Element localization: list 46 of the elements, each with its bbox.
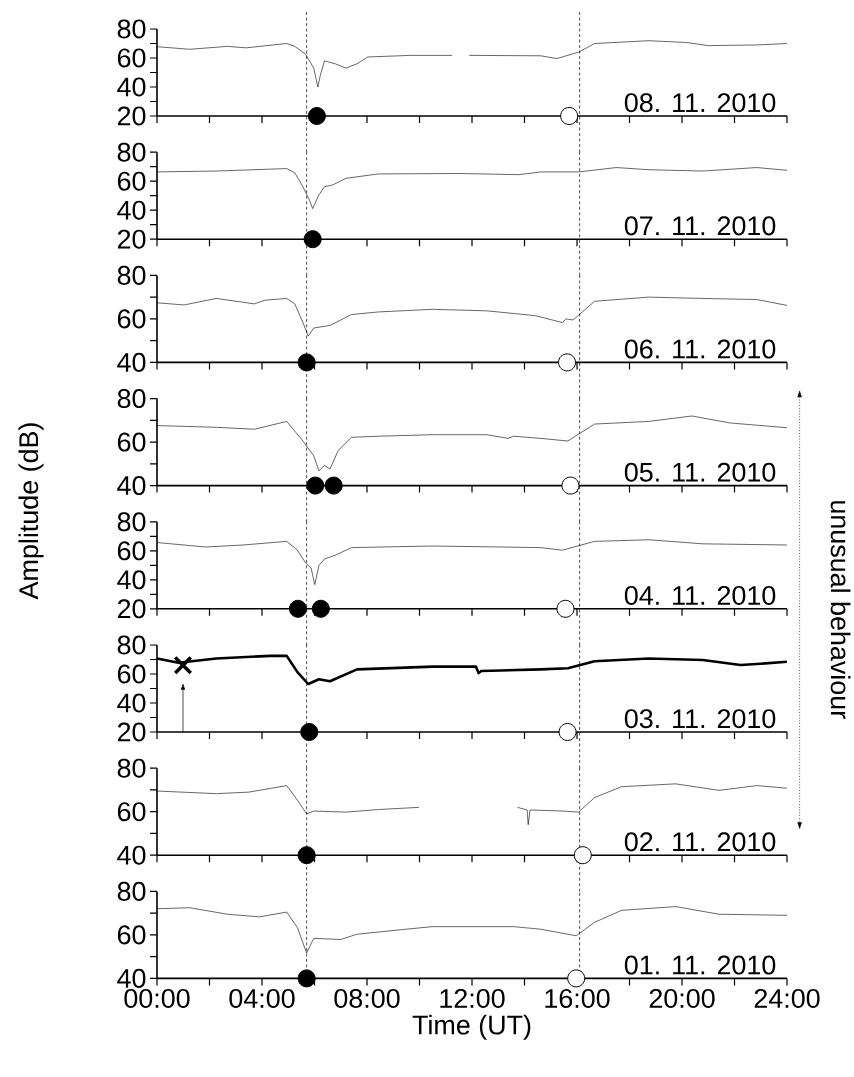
- x-tick-label: 08:00: [334, 988, 400, 1008]
- y-tick-label: 80: [117, 265, 146, 285]
- y-tick-label: 60: [118, 664, 146, 684]
- y-tick-label: 20: [118, 229, 146, 249]
- y-tick-label: 20: [118, 106, 146, 126]
- y-tick-label: 80: [117, 389, 146, 409]
- annotation: 05. 11. 2010: [624, 462, 776, 482]
- x-tick-label: 20:00: [649, 988, 715, 1008]
- y-tick-label: 80: [117, 758, 146, 778]
- y-tick-label: 80: [117, 881, 146, 901]
- y-tick-label: 40: [117, 352, 146, 372]
- y-tick-label: 60: [118, 802, 146, 822]
- y-tick-label: 60: [118, 309, 146, 329]
- y-tick-label: 40: [117, 968, 146, 988]
- annotation: 08. 11. 2010: [624, 93, 776, 113]
- y-tick-label: 20: [118, 722, 146, 742]
- y-tick-label: 80: [117, 19, 146, 39]
- y-tick-label: 40: [117, 845, 146, 865]
- annotation: 02. 11. 2010: [624, 832, 776, 852]
- x-tick-label: 12:00: [440, 988, 505, 1008]
- annotation: 07. 11. 2010: [624, 216, 776, 236]
- y-tick-label: 40: [117, 77, 146, 97]
- y-tick-label: 40: [117, 570, 146, 590]
- y-tick-label: 80: [117, 512, 146, 532]
- x-tick-label: 16:00: [545, 988, 610, 1008]
- y-tick-label: 60: [118, 48, 146, 68]
- y-tick-label: 80: [117, 635, 146, 655]
- y-tick-label: 60: [118, 925, 146, 945]
- annotation: 04. 11. 2010: [624, 585, 776, 605]
- annotation: 06. 11. 2010: [624, 339, 776, 359]
- x-tick-label: 24:00: [754, 988, 820, 1008]
- y-tick-label: 40: [117, 476, 146, 496]
- x-tick-label: 00:00: [124, 988, 190, 1008]
- annotation: 03. 11. 2010: [624, 709, 776, 729]
- text: unusual behaviour: [830, 501, 851, 719]
- y-tick-label: 20: [118, 599, 146, 619]
- annotation: 01. 11. 2010: [624, 955, 776, 975]
- x-tick-label: 04:00: [229, 988, 295, 1008]
- x-axis-title: Time (UT): [412, 1014, 531, 1040]
- y-tick-label: 60: [118, 541, 146, 561]
- y-axis-title: Amplitude (dB): [18, 423, 44, 600]
- y-tick-label: 40: [117, 200, 146, 220]
- y-tick-label: 80: [117, 142, 146, 162]
- y-tick-label: 60: [118, 432, 146, 452]
- y-tick-label: 60: [118, 171, 146, 191]
- y-tick-label: 40: [117, 693, 146, 713]
